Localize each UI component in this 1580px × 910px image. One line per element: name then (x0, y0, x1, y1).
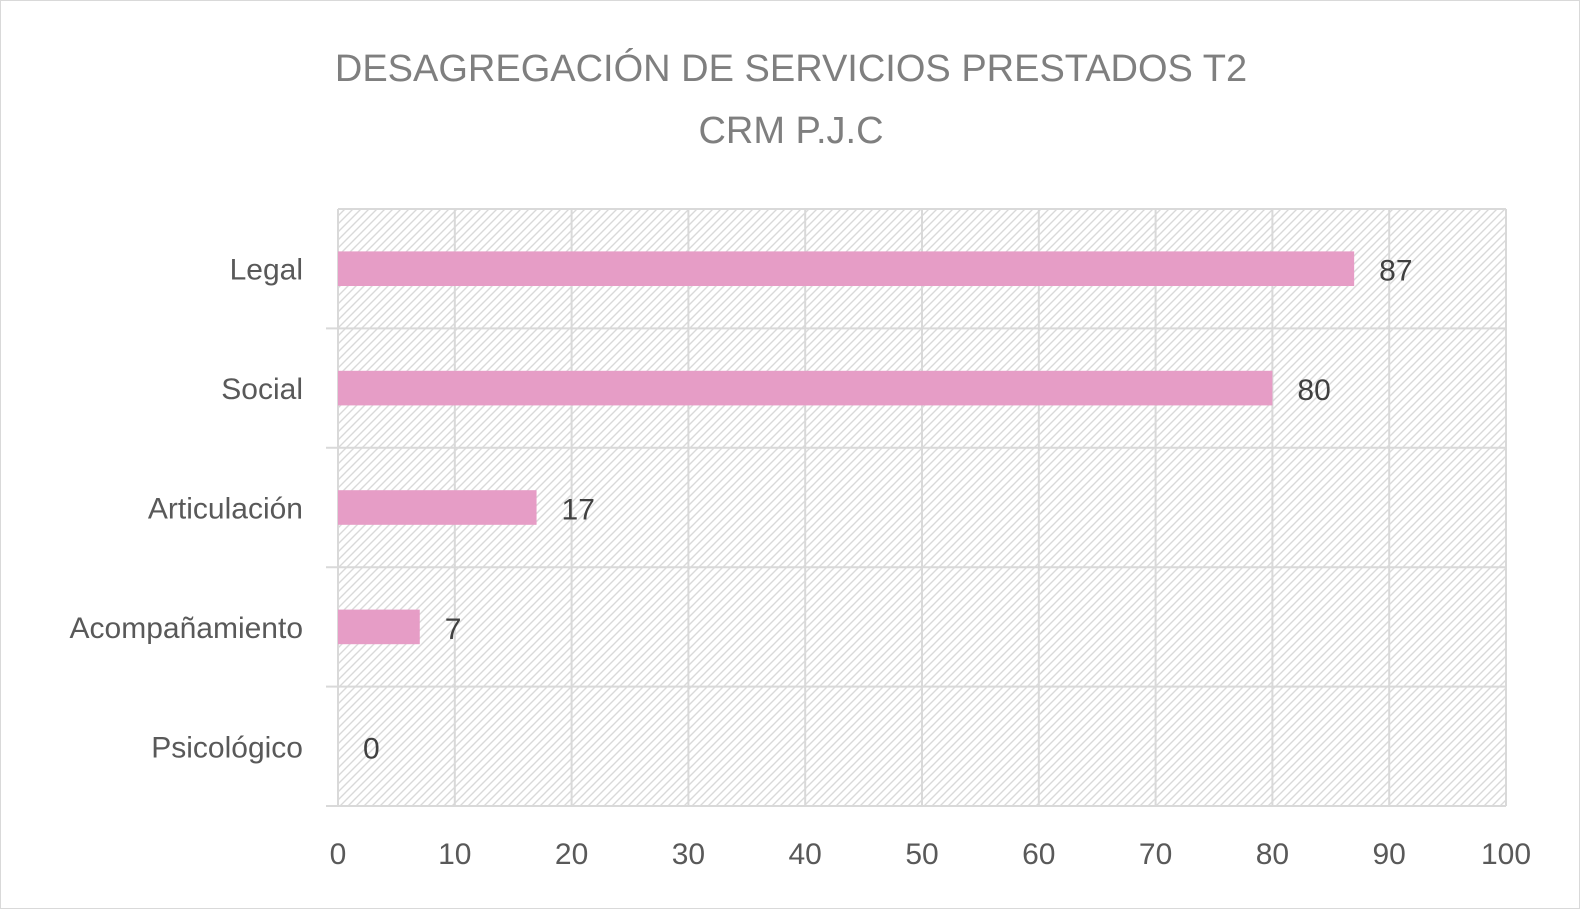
category-label: Articulación (148, 493, 303, 526)
x-tick-label: 40 (789, 838, 822, 871)
gridlines (326, 208, 1507, 807)
chart-title-line-2: CRM P.J.C (698, 110, 883, 152)
x-tick-label: 30 (672, 838, 705, 871)
chart-title-line-1: DESAGREGACIÓN DE SERVICIOS PRESTADOS T2 (335, 47, 1247, 90)
bar-2 (338, 490, 537, 525)
x-tick-label: 70 (1139, 838, 1172, 871)
x-tick-label: 0 (330, 838, 347, 871)
data-label: 7 (445, 613, 462, 646)
data-label: 80 (1297, 374, 1330, 407)
x-tick-label: 20 (555, 838, 588, 871)
data-label: 87 (1379, 255, 1412, 288)
bars (338, 251, 1355, 645)
category-label: Acompañamiento (70, 612, 303, 645)
bar-1 (338, 370, 1273, 406)
x-tick-label: 90 (1373, 838, 1406, 871)
category-label: Psicológico (151, 731, 303, 764)
category-label: Legal (230, 254, 303, 287)
bar-3 (338, 609, 420, 645)
x-tick-label: 10 (438, 838, 471, 871)
data-label: 0 (363, 732, 380, 765)
category-label: Social (221, 373, 303, 406)
data-label: 17 (562, 494, 595, 527)
x-tick-label: 100 (1481, 838, 1531, 871)
x-tick-label: 50 (905, 838, 938, 871)
bar-0 (338, 251, 1355, 287)
x-tick-label: 60 (1022, 838, 1055, 871)
x-tick-label: 80 (1256, 838, 1289, 871)
